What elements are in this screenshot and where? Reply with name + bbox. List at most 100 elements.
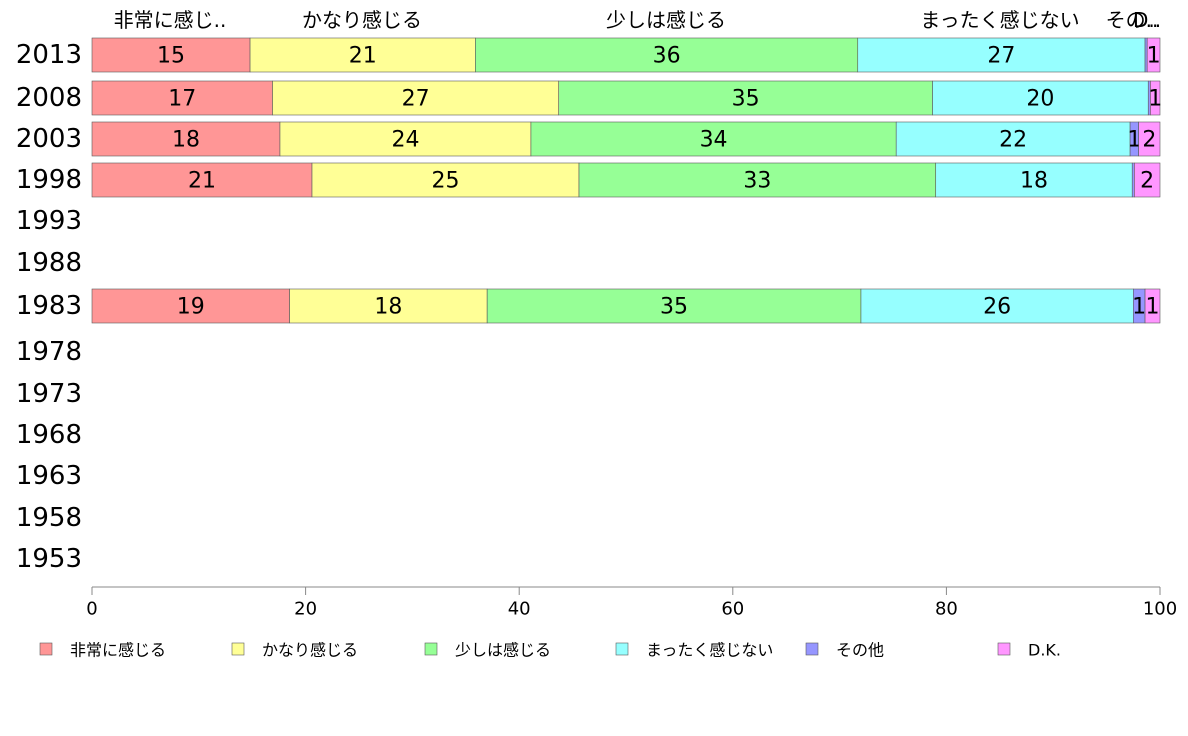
series-header-label: その.. [1106,8,1159,32]
year-label: 1983 [16,291,82,321]
bar-segment [91,121,281,157]
bar-segment [578,162,937,198]
legend-item: まったく感じない [615,641,773,660]
value-label: 24 [391,128,419,153]
year-label: 1978 [16,337,82,367]
value-label: 1 [1146,295,1160,320]
x-tick-label: 60 [721,599,744,620]
bar-segment [91,80,273,116]
series-headers: 非常に感じ.. かなり感じる 少しは感じる まったく感じない その..D.. [114,8,1161,32]
legend-label: 少しは感じる [455,641,551,660]
legend-swatch [615,642,629,656]
value-label: 2 [1142,128,1156,153]
value-label: 1 [1132,295,1146,320]
year-label: 2013 [16,40,82,70]
bar-segment [895,121,1131,157]
legend-swatch [424,642,438,656]
value-label: 34 [700,128,728,153]
x-tick-label: 0 [86,599,97,620]
bar-segment [1138,121,1161,157]
bar-segment [1150,80,1161,116]
year-label: 1988 [16,248,82,278]
legend-swatch [39,642,53,656]
bar-segment [1144,288,1161,324]
legend-item: かなり感じる [231,641,358,660]
value-label: 17 [168,87,196,112]
x-tick-label: 100 [1143,599,1177,620]
bar-segment [91,162,313,198]
x-tick-label: 80 [935,599,958,620]
value-label: 21 [188,169,216,194]
legend-label: その他 [836,641,884,660]
legend-label: まったく感じない [646,641,773,660]
bar-segment [857,37,1146,73]
year-label: 1958 [16,503,82,533]
legend-item: その他 [805,641,884,660]
bar-segment [249,37,476,73]
legend-item: 非常に感じる [39,641,166,660]
bar-segment [530,121,897,157]
year-label: 1953 [16,544,82,574]
bar-segment [311,162,580,198]
bar-segment [475,37,859,73]
value-label: 21 [349,44,377,69]
value-label: 35 [660,295,688,320]
value-label: 27 [402,87,430,112]
year-label: 2008 [16,83,82,113]
bar-segment [860,288,1134,324]
value-label: 18 [172,128,200,153]
year-label: 1993 [16,206,82,236]
bar-segment [91,37,251,73]
legend-swatch [997,642,1011,656]
value-label: 1 [1147,44,1161,69]
value-label: 25 [432,169,460,194]
value-label: 15 [157,44,185,69]
x-tick-label: 40 [508,599,531,620]
legend-item: 少しは感じる [424,641,551,660]
bar-segment [1134,162,1161,198]
bar-segment [279,121,532,157]
year-label: 1963 [16,461,82,491]
value-label: 33 [743,169,771,194]
series-header-label: D.. [1133,8,1161,32]
bar-segment [272,80,560,116]
value-label: 22 [999,128,1027,153]
bar-segment [289,288,488,324]
value-label: 26 [983,295,1011,320]
value-label: 1 [1127,128,1141,153]
bar-segment [91,288,290,324]
value-label: 18 [1020,169,1048,194]
year-label: 1998 [16,165,82,195]
series-header-label: 少しは感じる [606,8,726,32]
x-tick-label: 20 [294,599,317,620]
value-label: 19 [177,295,205,320]
year-label: 1973 [16,379,82,409]
year-label: 2003 [16,124,82,154]
legend-label: D.K. [1028,641,1061,660]
value-label: 18 [374,295,402,320]
bar-segment [1131,162,1135,198]
bars: 15 21 36 27 117 27 35 20 118 24 34 22 1 221 25 33 18 219 1… [91,37,1162,324]
value-label: 35 [732,87,760,112]
series-header-label: かなり感じる [302,8,422,32]
legend: 非常に感じる かなり感じる 少しは感じる まったく感じない その他 D.K. [39,641,1061,660]
value-label: 20 [1026,87,1054,112]
legend-swatch [231,642,245,656]
bar-segment [935,162,1133,198]
series-header-label: まったく感じない [920,8,1079,32]
legend-item: D.K. [997,641,1061,660]
value-label: 1 [1148,87,1162,112]
bar-segment [558,80,933,116]
legend-swatch [805,642,819,656]
legend-label: 非常に感じる [70,641,166,660]
value-label: 27 [987,44,1015,69]
value-label: 2 [1140,169,1154,194]
bar-segment [932,80,1149,116]
year-label: 1968 [16,420,82,450]
legend-label: かなり感じる [262,641,358,660]
x-axis: 0 20 40 60 80 100 [86,586,1177,620]
value-label: 36 [653,44,681,69]
series-header-label: 非常に感じ.. [114,8,227,32]
year-labels: 2013 2008 2003 1998 1993 1988 1983 1978 1973 1968… [16,40,82,574]
